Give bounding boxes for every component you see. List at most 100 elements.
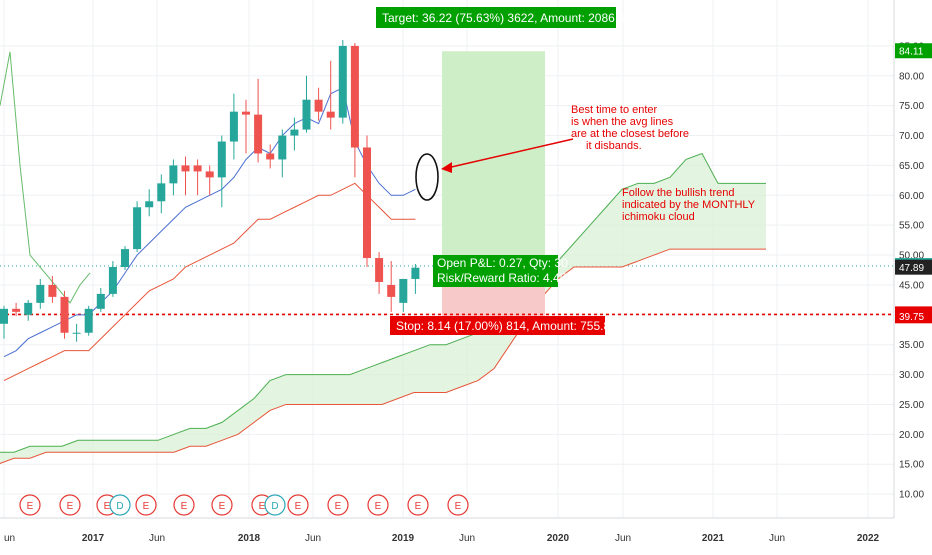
candle-body[interactable]: [169, 165, 178, 184]
candle-body[interactable]: [266, 153, 275, 160]
enter-note-line: are at the closest before: [571, 128, 689, 140]
time-tick: Jun: [149, 533, 165, 544]
price-tick: 45.00: [899, 280, 924, 291]
candle-body[interactable]: [24, 302, 33, 315]
candle-body[interactable]: [363, 147, 371, 259]
candle-body[interactable]: [12, 308, 21, 312]
candle-body[interactable]: [72, 332, 81, 334]
price-badge: 47.89: [895, 259, 932, 275]
stop-label-bg: [390, 316, 605, 335]
price-badge: 39.75: [895, 308, 932, 324]
candle-body[interactable]: [133, 207, 142, 250]
stop-label: Stop: 8.14 (17.00%) 814, Amount: 755.8: [396, 319, 610, 333]
event-circle: [327, 494, 349, 516]
price-tick: 50.00: [899, 251, 924, 262]
time-tick: 2017: [82, 533, 105, 544]
event-label: D: [116, 501, 123, 512]
earnings-marker[interactable]: E: [211, 494, 233, 516]
candle-body[interactable]: [399, 278, 408, 303]
event-label: E: [259, 501, 266, 512]
event-circle: [59, 494, 81, 516]
risk-reward-label: Risk/Reward Ratio: 4.45: [437, 271, 567, 285]
candles: [0, 39, 420, 342]
price-tick: 25.00: [899, 400, 924, 411]
event-label: E: [415, 501, 422, 512]
candle-body[interactable]: [254, 114, 263, 154]
time-tick: Jun: [459, 533, 475, 544]
candle-body[interactable]: [60, 296, 69, 333]
candle-body[interactable]: [242, 111, 250, 115]
price-tick: 80.00: [899, 71, 924, 82]
earnings-marker[interactable]: E: [407, 494, 429, 516]
candle-body[interactable]: [157, 183, 166, 202]
event-label: E: [143, 501, 150, 512]
candle-body[interactable]: [145, 201, 154, 208]
event-label: E: [104, 501, 111, 512]
annotations: Target: 36.22 (75.63%) 3622, Amount: 208…: [376, 7, 756, 335]
time-axis-bg: [0, 518, 932, 550]
earnings-marker[interactable]: E: [367, 494, 389, 516]
price-tick: 10.00: [899, 490, 924, 501]
candle-body[interactable]: [314, 99, 323, 112]
candle-body[interactable]: [121, 249, 129, 268]
time-tick: 2021: [702, 533, 725, 544]
event-label: D: [271, 501, 278, 512]
event-label: E: [181, 501, 188, 512]
candle-body[interactable]: [278, 135, 287, 160]
span-b-line: [0, 248, 766, 464]
event-circle: [19, 494, 41, 516]
candle-body[interactable]: [84, 308, 93, 333]
time-tick: Jun: [305, 533, 321, 544]
dividend-marker[interactable]: D: [264, 494, 286, 516]
earnings-marker[interactable]: E: [447, 494, 469, 516]
candle-body[interactable]: [290, 129, 299, 136]
price-badge-bg: [895, 308, 932, 324]
candle-body[interactable]: [411, 267, 420, 279]
candle-body[interactable]: [217, 141, 226, 178]
price-tick: 65.00: [899, 161, 924, 172]
event-circle: [211, 494, 233, 516]
candle-body[interactable]: [375, 258, 384, 282]
price-tick: 60.00: [899, 191, 924, 202]
price-axis: 85.0080.0075.0070.0065.0060.0055.0050.00…: [893, 0, 932, 518]
event-circle: [407, 494, 429, 516]
candle-body[interactable]: [181, 165, 190, 172]
candle-body[interactable]: [0, 308, 8, 324]
candle-body[interactable]: [36, 284, 45, 303]
stop-label-box: Stop: 8.14 (17.00%) 814, Amount: 755.8: [390, 316, 610, 335]
target-zone: [442, 51, 545, 268]
time-tick: Jun: [615, 533, 631, 544]
event-label: E: [27, 501, 34, 512]
open-pnl-label: Open P&L: 0.27, Qty: 30: [437, 256, 568, 270]
price-badge-label: 39.75: [899, 312, 924, 323]
candle-body[interactable]: [350, 45, 359, 148]
earnings-marker[interactable]: E: [173, 494, 195, 516]
event-circle: [135, 494, 157, 516]
candle-body[interactable]: [193, 165, 202, 172]
candle-body[interactable]: [48, 284, 57, 297]
dividend-marker[interactable]: D: [109, 494, 131, 516]
candle-body[interactable]: [387, 284, 396, 297]
time-tick: Jun: [769, 533, 785, 544]
event-circle: [287, 494, 309, 516]
candle-body[interactable]: [326, 111, 335, 118]
enter-note-line: is when the avg lines: [571, 116, 674, 128]
enter-note-line: Best time to enter: [571, 104, 658, 116]
price-badge-label: 47.89: [899, 263, 924, 274]
event-circle: [264, 494, 286, 516]
earnings-marker[interactable]: E: [135, 494, 157, 516]
price-badge-bg: [895, 259, 932, 275]
earnings-marker[interactable]: E: [327, 494, 349, 516]
candle-body[interactable]: [108, 267, 117, 294]
earnings-marker[interactable]: E: [19, 494, 41, 516]
candle-body[interactable]: [96, 293, 105, 309]
earnings-marker[interactable]: E: [287, 494, 309, 516]
earnings-marker[interactable]: E: [59, 494, 81, 516]
candle-body[interactable]: [229, 111, 238, 142]
candle-body[interactable]: [338, 45, 347, 118]
candle-body[interactable]: [302, 99, 311, 130]
candle-body[interactable]: [205, 171, 214, 178]
